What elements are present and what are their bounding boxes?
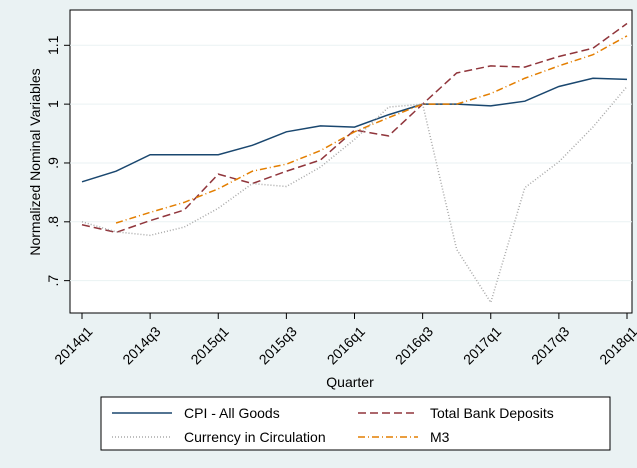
plot-region	[69, 9, 633, 314]
x-axis-title: Quarter	[326, 374, 374, 390]
legend-label: CPI - All Goods	[184, 405, 280, 421]
series-line	[115, 35, 628, 224]
series-line	[81, 77, 628, 183]
y-tick-label: .7	[45, 275, 61, 287]
series-line	[81, 86, 628, 305]
legend	[100, 396, 611, 451]
legend-label: M3	[430, 429, 450, 445]
y-tick-label: 1	[45, 100, 61, 108]
y-tick-label: .8	[45, 216, 61, 228]
legend-label: Currency in Circulation	[184, 429, 326, 445]
series-line	[81, 22, 628, 234]
legend-label: Total Bank Deposits	[430, 405, 554, 421]
y-tick-label: 1.1	[45, 35, 61, 55]
y-axis-title: Normalized Nominal Variables	[27, 68, 43, 255]
y-tick-label: .9	[45, 157, 61, 169]
